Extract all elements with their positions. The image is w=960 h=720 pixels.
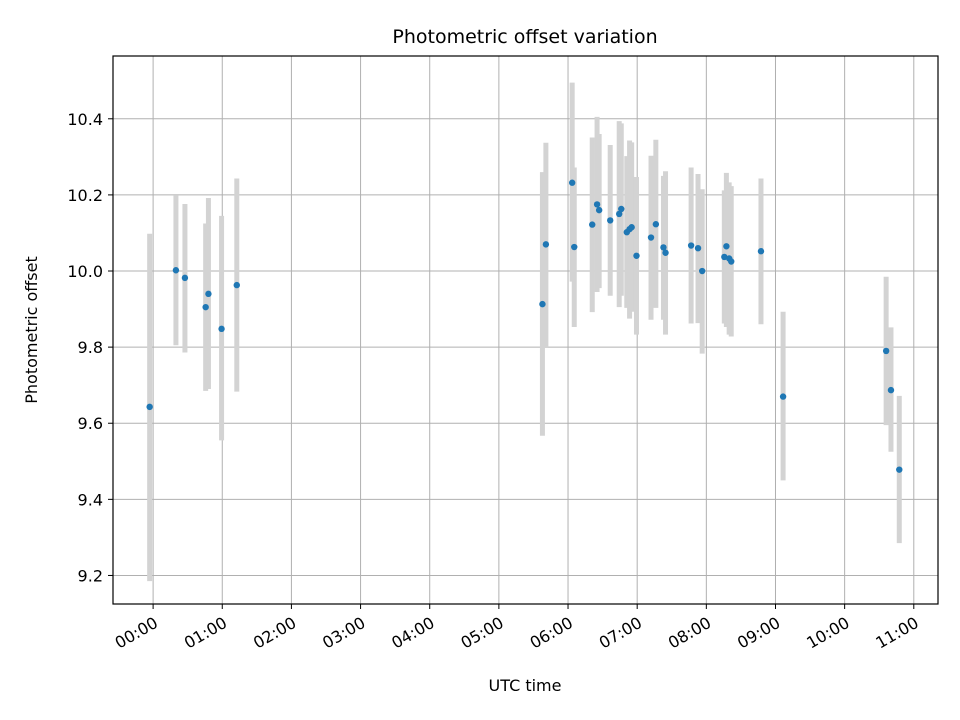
data-point [205,290,212,298]
data-point [568,179,576,186]
data-point [616,210,623,218]
y-tick-label: 10.4 [67,110,103,129]
data-point [687,242,695,249]
data-point [571,243,578,251]
data-point [218,325,225,333]
y-tick-label: 10.2 [67,186,103,205]
data-point [882,347,890,355]
grid [113,56,938,604]
data-point [694,244,702,252]
y-tick-label: 9.8 [78,338,103,357]
plot-frame [112,55,939,605]
data-point [628,224,635,231]
data-point [647,234,655,241]
y-axis-ticks: 9.2 9.4 9.6 9.8 10.0 10.2 10.4 [67,110,113,585]
data-point [233,281,240,289]
data-point [202,303,209,311]
data-point [779,393,787,400]
data-point [593,201,601,208]
y-tick-label: 9.2 [78,566,103,585]
y-tick-label: 9.6 [78,414,103,433]
chart-title: Photometric offset variation [392,26,657,48]
data-point [723,243,730,250]
y-axis-label: Photometric offset [22,256,41,404]
x-axis-label: UTC time [489,676,562,695]
data-point [887,386,895,394]
data-point [595,206,603,214]
data-point [652,221,660,228]
data-point [728,258,735,265]
data-point [618,205,625,213]
data-point [542,241,550,248]
data-point [721,253,728,261]
y-tick-label: 9.4 [78,490,103,509]
data-point [181,274,189,282]
data-points [146,179,903,473]
data-point [896,466,903,473]
data-point [757,248,765,255]
y-tick-label: 10.0 [67,262,103,281]
data-point [172,267,180,274]
data-point [660,244,667,251]
data-point [662,249,669,256]
data-point [607,217,614,224]
data-point [698,267,706,275]
data-point [633,252,640,259]
data-point [589,221,596,228]
data-point [539,300,546,308]
data-point [146,403,153,411]
